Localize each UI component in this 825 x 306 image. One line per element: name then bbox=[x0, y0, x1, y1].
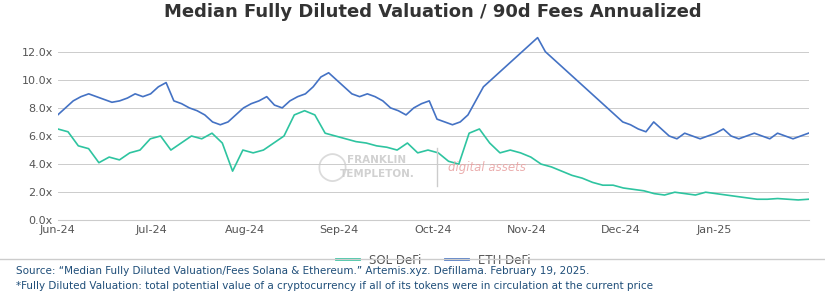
Text: FRANKLIN
TEMPLETON.: FRANKLIN TEMPLETON. bbox=[339, 155, 414, 179]
Title: Median Fully Diluted Valuation / 90d Fees Annualized: Median Fully Diluted Valuation / 90d Fee… bbox=[164, 3, 702, 21]
Text: Source: “Median Fully Diluted Valuation/Fees Solana & Ethereum.” Artemis.xyz. De: Source: “Median Fully Diluted Valuation/… bbox=[16, 266, 653, 291]
Legend: SOL DeFi, ETH DeFi: SOL DeFi, ETH DeFi bbox=[331, 249, 535, 271]
Text: ◯: ◯ bbox=[316, 153, 347, 182]
Text: digital assets: digital assets bbox=[448, 161, 526, 174]
